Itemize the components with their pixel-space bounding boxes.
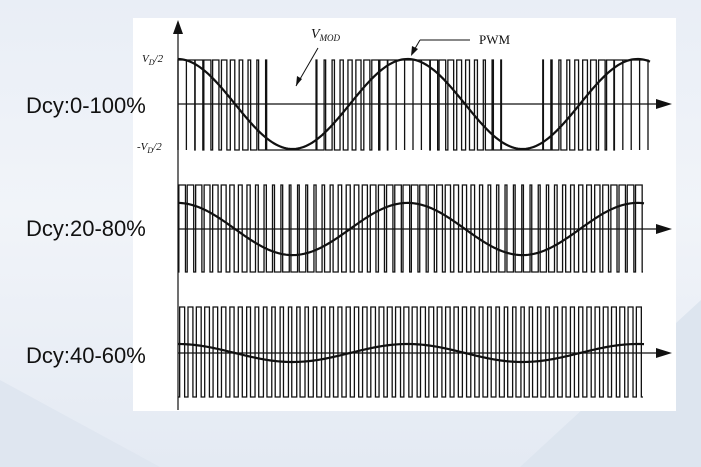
vmod-label: VMOD bbox=[311, 27, 341, 43]
bg-wedge-left bbox=[0, 380, 160, 467]
vertical-axis-arrowhead bbox=[173, 20, 183, 34]
pwm-label: PWM bbox=[479, 32, 511, 47]
row-label-dcy-20-80: Dcy:20-80% bbox=[26, 216, 146, 241]
pwm-pointer-arrowhead bbox=[411, 46, 418, 56]
time-axis-arrowhead-row-3 bbox=[656, 348, 672, 358]
pwm-wave-row-1 bbox=[177, 59, 649, 151]
row-label-dcy-0-100: Dcy:0-100% bbox=[26, 93, 146, 118]
row-label-dcy-40-60: Dcy:40-60% bbox=[26, 343, 146, 368]
time-axis-arrowhead-row-1 bbox=[656, 99, 672, 109]
pwm-plots bbox=[173, 20, 672, 410]
time-axis-arrowhead-row-2 bbox=[656, 224, 672, 234]
modulation-sine-row-1 bbox=[177, 57, 651, 151]
vd-pos-label: VD/2 bbox=[142, 53, 164, 67]
pwm-wave-row-3 bbox=[178, 306, 643, 398]
modulation-sine-row-3 bbox=[177, 342, 645, 364]
vmod-pointer-arrowhead bbox=[296, 76, 302, 86]
modulation-sine-row-2 bbox=[177, 201, 645, 257]
vd-neg-label: -VD/2 bbox=[137, 141, 162, 155]
